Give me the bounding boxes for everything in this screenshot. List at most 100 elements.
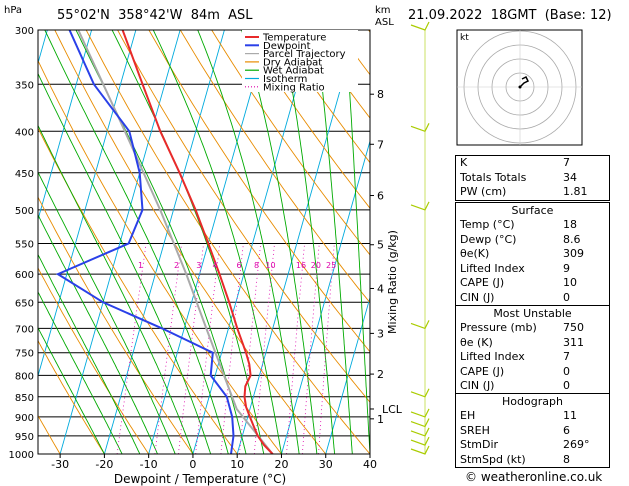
isotherm-line <box>38 30 93 222</box>
hodograph-value: 269° <box>563 438 590 452</box>
mixing-ratio-line <box>116 243 147 454</box>
most-unstable-title: Most Unstable <box>493 307 572 320</box>
wet-adiabat-line <box>38 213 158 454</box>
surface-label: θe(K) <box>460 247 490 261</box>
temperature-line <box>121 30 274 454</box>
mixing-ratio-label: 8 <box>254 261 259 270</box>
wet-adiabat-line <box>38 326 105 454</box>
legend-entry: Wet Adiabat <box>263 66 324 77</box>
mixing-ratio-line <box>154 243 183 454</box>
mixing-ratio-label: 20 <box>311 261 321 270</box>
pressure-tick-label: 700 <box>15 324 34 335</box>
km-unit-label: km <box>375 5 391 16</box>
wind-barb <box>410 21 430 31</box>
surface-table: Surface Temp (°C) 18 Dewp (°C) 8.6 θe(K) 309 L… <box>455 202 610 307</box>
mixing-ratio-label: 6 <box>236 261 241 270</box>
dry-adiabat-line <box>38 267 150 454</box>
pressure-tick-label: 750 <box>15 349 34 360</box>
index-row: PW (cm) 1.81 <box>456 185 609 200</box>
wind-barb <box>410 427 430 437</box>
km-tick-label: 2 <box>377 368 384 381</box>
wind-barb <box>410 388 430 398</box>
wet-adiabat-line <box>152 30 282 454</box>
pressure-tick-label: 600 <box>15 270 34 281</box>
x-tick-label: -10 <box>140 458 158 471</box>
hodograph-center <box>518 85 522 89</box>
surface-row: CAPE (J) 10 <box>456 276 609 291</box>
dry-adiabat-line <box>38 196 194 454</box>
isotherm-line <box>38 30 137 378</box>
legend-box <box>242 30 358 92</box>
surface-title: Surface <box>511 204 554 217</box>
hodograph-value: 11 <box>563 409 577 422</box>
dry-adiabat-line <box>117 30 370 403</box>
most-unstable-label: CAPE (J) <box>460 364 505 378</box>
surface-label: Lifted Index <box>460 261 525 275</box>
mixing-ratio-label: 25 <box>326 261 336 270</box>
x-tick-label: -30 <box>51 458 69 471</box>
mixing-ratio-axis-label: Mixing Ratio (g/kg) <box>386 230 399 334</box>
km-unit-label: ASL <box>375 17 394 28</box>
surface-value: 10 <box>563 276 577 290</box>
wet-adiabat-line <box>38 291 123 454</box>
most-unstable-table: Most Unstable Pressure (mb) 750 θe (K) 311 L… <box>455 305 610 395</box>
hodograph-label: StmDir <box>460 438 499 452</box>
plot-area <box>0 30 370 454</box>
pressure-tick-label: 1000 <box>9 450 34 461</box>
plot-frame <box>37 29 371 455</box>
most-unstable-value: 0 <box>563 379 570 393</box>
x-tick-label: 20 <box>274 458 288 471</box>
hodograph-table: Hodograph EH 11 SREH 6 StmDir 269° StmSpd (kt)… <box>455 393 610 469</box>
surface-row: Dewp (°C) 8.6 <box>456 233 609 248</box>
dry-adiabat-line <box>242 30 370 209</box>
most-unstable-value: 7 <box>563 350 570 364</box>
wind-barb <box>410 320 430 330</box>
wet-adiabat-line <box>38 253 141 454</box>
pressure-tick-label: 350 <box>15 80 34 91</box>
wet-adiabat-line <box>44 30 229 454</box>
pressure-tick-label: 450 <box>15 169 34 180</box>
x-tick-label: 10 <box>230 458 244 471</box>
legend-entry: Parcel Trajectory <box>263 49 346 60</box>
surface-value: 8.6 <box>563 232 581 246</box>
wet-adiabat-line <box>197 30 300 454</box>
hodograph-row: StmSpd (kt) 8 <box>456 453 609 468</box>
legend-entry: Mixing Ratio <box>263 82 325 93</box>
pressure-tick-label: 650 <box>15 298 34 309</box>
km-tick-label: 6 <box>377 190 384 203</box>
legend-entry: Dry Adiabat <box>263 57 322 68</box>
wind-barb <box>410 436 430 446</box>
surface-label: Temp (°C) <box>460 218 515 231</box>
most-unstable-row: CAPE (J) 0 <box>456 365 609 380</box>
index-value: 7 <box>563 156 570 169</box>
dry-adiabat-line <box>148 30 370 353</box>
km-tick-label: 8 <box>377 88 384 101</box>
surface-label: CIN (J) <box>460 290 495 304</box>
most-unstable-row: θe (K) 311 <box>456 336 609 351</box>
surface-row: Temp (°C) 18 <box>456 218 609 233</box>
most-unstable-label: CIN (J) <box>460 379 495 393</box>
mixing-ratio-label: 3 <box>196 261 201 270</box>
footer-credit: © weatheronline.co.uk <box>465 470 603 484</box>
mixing-ratio-line <box>286 243 305 454</box>
pressure-unit-label: hPa <box>4 5 22 16</box>
pressure-tick-label: 800 <box>15 371 34 382</box>
wind-barb <box>410 445 430 455</box>
lcl-label: LCL <box>382 403 403 416</box>
dry-adiabat-line <box>211 30 370 256</box>
surface-row: θe(K) 309 <box>456 247 609 262</box>
dry-adiabat-line <box>274 30 370 164</box>
most-unstable-row: Pressure (mb) 750 <box>456 321 609 336</box>
dry-adiabat-line <box>85 30 370 454</box>
pressure-tick-label: 300 <box>15 26 34 37</box>
surface-label: CAPE (J) <box>460 276 505 290</box>
hodograph-label: SREH <box>460 423 490 437</box>
index-label: K <box>460 156 468 169</box>
km-tick-label: 3 <box>377 327 384 340</box>
most-unstable-label: Pressure (mb) <box>460 321 537 334</box>
legend-entry: Dewpoint <box>263 41 311 52</box>
isotherm-line <box>0 30 3 454</box>
index-label: Totals Totals <box>460 170 527 184</box>
dewpoint-line <box>55 30 235 454</box>
